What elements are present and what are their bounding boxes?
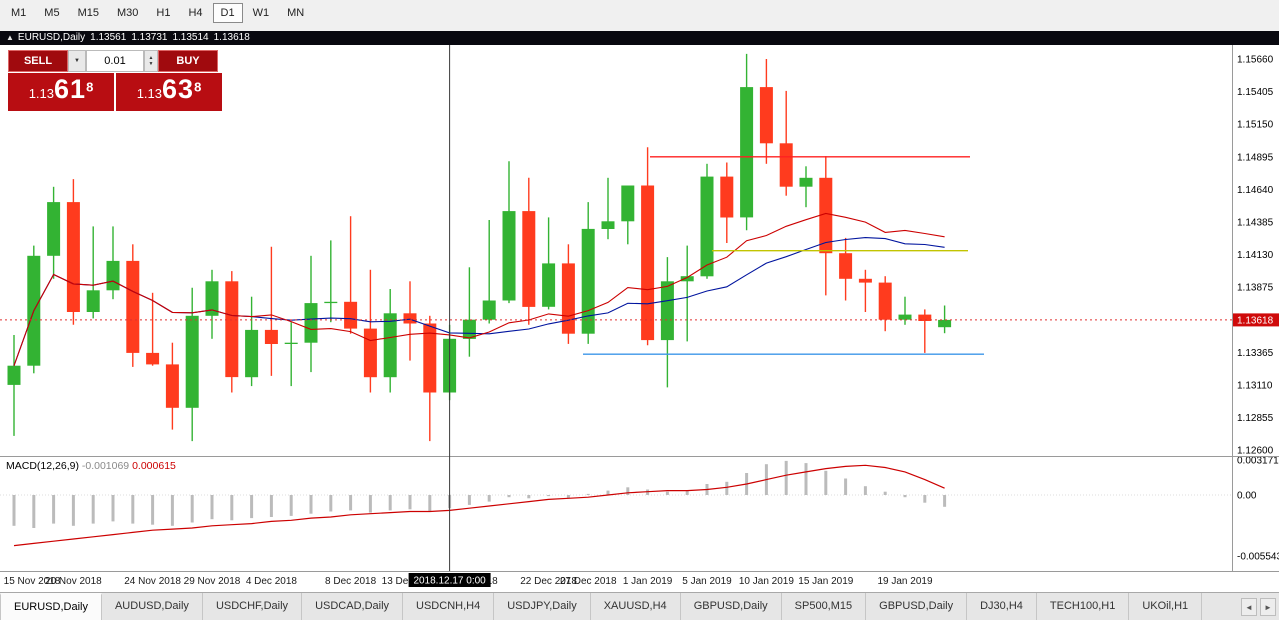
chart-tab-usdcnh-h4[interactable]: USDCNH,H4	[403, 593, 495, 620]
order-options-dropdown[interactable]: ▼	[68, 50, 86, 72]
chevron-down-icon: ▼	[74, 58, 80, 64]
timeframe-mn-button[interactable]: MN	[287, 7, 305, 19]
chart-tab-gbpusd-daily[interactable]: GBPUSD,Daily	[681, 593, 782, 620]
tabs-scroll-left-button[interactable]: ◄	[1241, 598, 1257, 616]
svg-text:29 Nov 2018: 29 Nov 2018	[184, 576, 241, 587]
chart-tab-xauusd-h4[interactable]: XAUUSD,H4	[591, 593, 681, 620]
svg-text:24 Nov 2018: 24 Nov 2018	[124, 576, 181, 587]
svg-text:0.00: 0.00	[1237, 491, 1257, 502]
svg-text:1.14895: 1.14895	[1237, 152, 1274, 163]
timeframe-m30-button[interactable]: M30	[116, 7, 139, 19]
macd-indicator: 0.003171 0.00 -0.005543 MACD(12,26,9) -0.00…	[0, 456, 1279, 563]
crosshair-date-badge	[408, 573, 491, 587]
timeframe-h4-button[interactable]: H4	[188, 7, 203, 19]
sell-price-big: 61	[54, 74, 87, 104]
svg-text:10 Jan 2019: 10 Jan 2019	[739, 576, 794, 587]
price-axis: 1.15660 1.15405 1.15150 1.14895 1.14640 1.143…	[1237, 55, 1274, 457]
chart-tab-usdcad-daily[interactable]: USDCAD,Daily	[302, 593, 404, 620]
buy-price-sup: 8	[194, 79, 202, 95]
chart-tab-sp500-m15[interactable]: SP500,M15	[782, 593, 867, 620]
sell-button[interactable]: SELL	[8, 50, 68, 72]
svg-text:1.13365: 1.13365	[1237, 348, 1274, 359]
svg-text:1.15405: 1.15405	[1237, 87, 1274, 98]
chart-window: ▲ EURUSD,Daily 1.13561 1.13731 1.13514 1.1361…	[0, 26, 1279, 592]
buy-price-prefix: 1.13	[136, 86, 163, 101]
svg-text:19 Jan 2019: 19 Jan 2019	[877, 576, 932, 587]
spinner-down-icon[interactable]: ▼	[148, 61, 154, 67]
spinner-up-icon[interactable]: ▲	[148, 55, 154, 61]
svg-text:1.13110: 1.13110	[1237, 380, 1273, 391]
svg-text:27 Dec 2018: 27 Dec 2018	[560, 576, 617, 587]
buy-price-big: 63	[162, 74, 195, 104]
timeframe-d1-button[interactable]: D1	[212, 3, 243, 23]
macd-label: MACD(12,26,9) -0.001069 0.000615	[6, 460, 176, 472]
svg-text:20 Nov 2018: 20 Nov 2018	[45, 576, 102, 587]
ohlc-open-value: 1.13561	[90, 32, 127, 43]
chart-tab-eurusd-daily[interactable]: EURUSD,Daily	[0, 593, 102, 620]
buy-price-display[interactable]: 1.13638	[116, 73, 222, 111]
svg-text:0.003171: 0.003171	[1237, 456, 1279, 467]
svg-text:1.14640: 1.14640	[1237, 185, 1274, 196]
chart-title-bar: ▲ EURUSD,Daily 1.13561 1.13731 1.13514 1.1361…	[0, 31, 1279, 45]
price-chart-canvas[interactable]: 0.003171 0.00 -0.005543 MACD(12,26,9) -0.00…	[0, 45, 1279, 592]
svg-text:1 Jan 2019: 1 Jan 2019	[623, 576, 673, 587]
chart-tab-gbpusd-daily[interactable]: GBPUSD,Daily	[866, 593, 968, 620]
horizontal-line-objects[interactable]	[583, 156, 984, 355]
timeframe-m1-button[interactable]: M1	[11, 7, 27, 19]
moving-averages-layer	[13, 212, 945, 366]
svg-text:1.15660: 1.15660	[1237, 55, 1274, 66]
chart-tab-audusd-daily[interactable]: AUDUSD,Daily	[102, 593, 203, 620]
chart-tab-dj30-h4[interactable]: DJ30,H4	[967, 593, 1037, 620]
svg-text:1.12600: 1.12600	[1237, 446, 1274, 457]
sell-price-prefix: 1.13	[28, 86, 55, 101]
svg-text:1.13618: 1.13618	[1237, 315, 1274, 326]
svg-text:15 Jan 2019: 15 Jan 2019	[798, 576, 853, 587]
timeframe-h1-button[interactable]: H1	[156, 7, 171, 19]
sell-price-display[interactable]: 1.13618	[8, 73, 114, 111]
svg-text:2018.12.17 0:00: 2018.12.17 0:00	[413, 576, 486, 587]
svg-text:-0.005543: -0.005543	[1237, 552, 1279, 563]
chart-expand-icon[interactable]: ▲	[6, 33, 14, 42]
timeframe-toolbar: M1 M5 M15 M30 H1 H4 D1 W1 MN	[0, 0, 1279, 27]
svg-text:22 Dec 2018: 22 Dec 2018	[520, 576, 577, 587]
timeframe-m15-button[interactable]: M15	[77, 7, 99, 19]
svg-text:8 Dec 2018: 8 Dec 2018	[325, 576, 377, 587]
volume-input[interactable]	[86, 50, 144, 72]
chart-tab-bar: EURUSD,Daily AUDUSD,Daily USDCHF,Daily USDC…	[0, 592, 1279, 620]
timeframe-w1-button[interactable]: W1	[252, 7, 270, 19]
chart-tab-usdchf-daily[interactable]: USDCHF,Daily	[203, 593, 303, 620]
chart-tab-usdjpy-daily[interactable]: USDJPY,Daily	[494, 593, 591, 620]
svg-text:1.14385: 1.14385	[1237, 217, 1274, 228]
tab-scroll-controls: ◄ ►	[1238, 593, 1279, 620]
chart-symbol-label: EURUSD,Daily	[17, 32, 86, 43]
ohlc-high-value: 1.13731	[131, 32, 168, 43]
volume-stepper[interactable]: ▲ ▼	[144, 50, 158, 72]
chart-tab-tech100-h1[interactable]: TECH100,H1	[1037, 593, 1130, 620]
svg-text:4 Dec 2018: 4 Dec 2018	[246, 576, 298, 587]
svg-text:1.12855: 1.12855	[1237, 413, 1274, 424]
svg-text:5 Jan 2019: 5 Jan 2019	[682, 576, 732, 587]
svg-text:15 Nov 2018: 15 Nov 2018	[4, 576, 61, 587]
svg-text:1.13875: 1.13875	[1237, 283, 1274, 294]
tabs-scroll-right-button[interactable]: ►	[1260, 598, 1276, 616]
svg-text:1.15150: 1.15150	[1237, 120, 1274, 131]
current-price-badge	[1233, 313, 1279, 327]
timeframe-m5-button[interactable]: M5	[44, 7, 60, 19]
chart-tabs: EURUSD,Daily AUDUSD,Daily USDCHF,Daily USDC…	[0, 593, 1238, 620]
one-click-trading-panel: SELL ▼ ▲▼ BUY 1.13618 1.13638	[8, 50, 224, 111]
ohlc-close-value: 1.13618	[213, 32, 250, 43]
sell-price-sup: 8	[86, 79, 94, 95]
buy-button[interactable]: BUY	[158, 50, 218, 72]
ohlc-low-value: 1.13514	[172, 32, 209, 43]
chart-tab-ukoil-h1[interactable]: UKOil,H1	[1129, 593, 1203, 620]
svg-text:1.14130: 1.14130	[1237, 250, 1274, 261]
